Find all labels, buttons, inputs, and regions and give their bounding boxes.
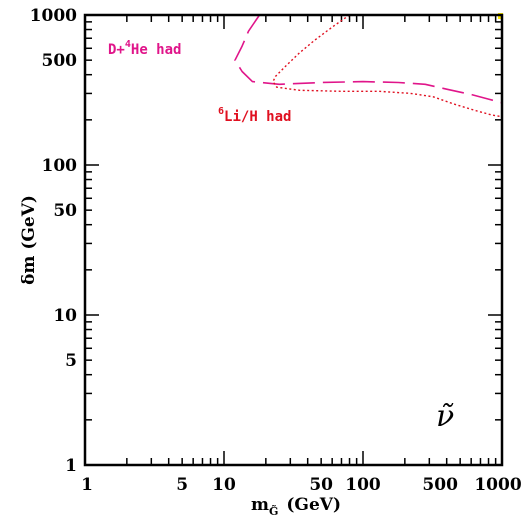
x-tick-label: 50 xyxy=(309,475,333,495)
x-tick-label: 100 xyxy=(345,475,381,495)
y-tick-label: 10 xyxy=(53,306,77,326)
y-axis-label: δm (GeV) xyxy=(19,195,39,285)
y-tick-label: 500 xyxy=(42,51,78,71)
y-tick-label: 50 xyxy=(53,201,77,221)
plot-frame xyxy=(83,13,504,467)
x-tick-label: 500 xyxy=(422,475,458,495)
y-tick-label: 100 xyxy=(42,156,78,176)
x-tick-label: 10 xyxy=(212,475,236,495)
li-h-had-curve xyxy=(272,15,502,118)
x-axis-label: mG̃ (GeV) xyxy=(251,495,341,518)
y-tick-label: 1000 xyxy=(30,6,77,26)
d-he-had-curve xyxy=(234,15,502,104)
axis-ticks xyxy=(85,15,502,465)
sneutrino-symbol: ν̃ xyxy=(436,399,454,434)
tick-labels: 1 5 10 50 100 500 1000 1 5 10 50 100 500 1000 xyxy=(30,6,522,495)
curves xyxy=(234,15,502,118)
d-he-had-label: D+4He had xyxy=(108,39,181,58)
x-tick-label: 5 xyxy=(176,475,188,495)
x-tick-label: 1000 xyxy=(474,475,521,495)
y-tick-label: 1 xyxy=(65,456,77,476)
x-tick-label: 1 xyxy=(81,475,93,495)
y-tick-label: 5 xyxy=(65,351,77,371)
li-h-had-label: 6Li/H had xyxy=(218,106,291,125)
